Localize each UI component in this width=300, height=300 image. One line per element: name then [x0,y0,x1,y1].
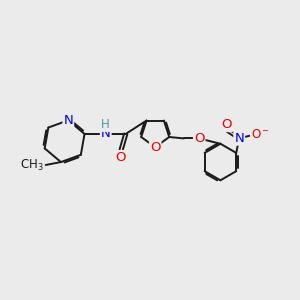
Text: O: O [150,141,160,154]
Text: O: O [115,151,126,164]
Text: CH$_3$: CH$_3$ [20,158,44,172]
Text: N: N [234,132,244,145]
Text: N: N [63,114,73,127]
Text: H: H [101,118,110,131]
Text: O: O [194,132,205,145]
Text: O$^-$: O$^-$ [251,128,270,141]
Text: N: N [101,128,111,140]
Text: O: O [222,118,232,131]
